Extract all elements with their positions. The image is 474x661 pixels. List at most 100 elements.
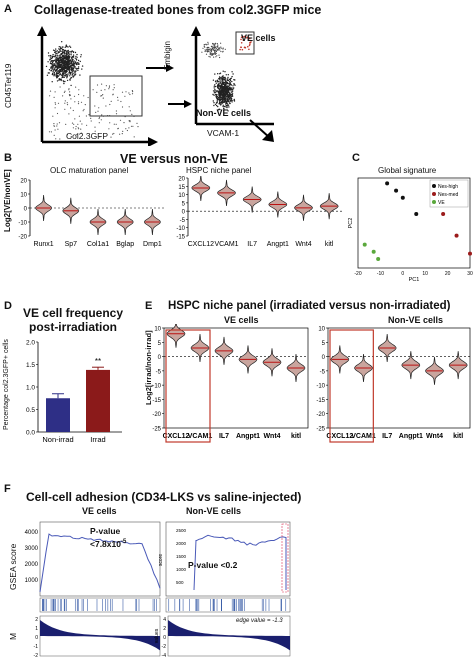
left-pvalue-exp: -5: [120, 539, 127, 545]
f-left-frame: [39, 521, 161, 597]
b-left-tick-label: 0: [24, 207, 28, 213]
b-right-tick-label: 5: [182, 201, 186, 207]
e-left-category: VCAM1: [188, 433, 213, 440]
e-right-tick-label: -5: [320, 369, 326, 375]
e-right-tick-label: 10: [318, 327, 325, 333]
e-left-category: Angpt1: [236, 433, 260, 440]
d-tick-label: 2.0: [26, 340, 35, 347]
edge-value-label: edge value = -1.3: [236, 618, 283, 624]
f-left-bottom-tick-label: 1: [35, 626, 38, 632]
e-right-violin: [425, 356, 444, 385]
e-left-violin: [190, 333, 210, 363]
panel-e-title: HSPC niche panel (irradiated versus non-…: [168, 300, 451, 312]
c-point: [414, 212, 419, 216]
c-legend-marker: [432, 184, 436, 188]
f-right-bottom-tick-label: -2: [162, 644, 167, 650]
plot2-ylabel: Embigin: [163, 41, 172, 70]
b-right-tick-label: 0: [182, 210, 186, 216]
e-left-category: kitl: [291, 433, 301, 440]
f-right-bottom-tick-label: 4: [163, 617, 166, 623]
c-point: [394, 188, 399, 193]
b-right-tick-label: -10: [176, 226, 185, 232]
b-right-violin: [191, 176, 211, 201]
flow-dots-2: [201, 35, 252, 112]
flow-plots: [37, 26, 274, 147]
e-right-violin: [354, 353, 373, 383]
panel-c-label: C: [352, 152, 360, 164]
f-left-tick-label: 4000: [25, 530, 39, 536]
f-right-bottom-metric-area: [168, 618, 290, 651]
c-point: [441, 212, 446, 216]
b-right-tick-label: -15: [176, 235, 185, 241]
d-significance: **: [95, 357, 101, 366]
b-left-category: Dmp1: [143, 241, 162, 248]
plot1-xlabel: Col2.3GFP: [66, 131, 109, 141]
d-bar: [46, 398, 70, 432]
c-legend: Nes-high Nes-med VE: [429, 179, 469, 208]
c-ylabel: PC2: [348, 218, 354, 229]
c-point: [376, 257, 381, 261]
c-legend-marker: [432, 200, 436, 204]
e-left-category: IL7: [219, 433, 229, 440]
b-right-violin: [268, 191, 288, 218]
c-point: [454, 233, 459, 238]
panel-e-label: E: [145, 300, 153, 312]
panel-b-left-sub: OLC maturation panel: [50, 166, 129, 175]
panel-d-bars: 2.0 1.5 1.0 0.5 0.0 Non-irrad Irrad **: [26, 340, 122, 444]
flow-plot-1: [37, 26, 158, 147]
d-tick-label: 0.0: [26, 430, 35, 437]
e-right-violin: [330, 345, 350, 374]
e-right-highlight-box: [329, 329, 374, 443]
panel-d-title-line1: VE cell frequency: [22, 306, 124, 320]
c-legend-label: Nes-med: [438, 192, 459, 198]
f-right-bottom-tick-label: 2: [163, 626, 166, 632]
f-left-es-curve: [39, 533, 161, 593]
e-right-category: CXCL12: [326, 433, 353, 440]
flow-plot-2: [191, 26, 274, 126]
f-left-bottom-metric-area: [40, 618, 160, 651]
arrow-icon: [166, 64, 174, 72]
f-left-bottom-tick-label: 0: [35, 635, 38, 641]
b-right-category: VCAM1: [214, 241, 238, 248]
right-pvalue: P-value <0.2: [188, 560, 238, 570]
b-left-violin: [116, 208, 134, 236]
b-right-tick-label: 15: [178, 185, 185, 191]
panel-f-gsea: 4000 3000 2000 1000 score 2500 2000 1500 1000 500…: [25, 521, 291, 659]
e-right-category: Angpt1: [399, 433, 423, 440]
c-xtick-label: 10: [422, 271, 428, 277]
d-tick-label: 1.0: [26, 385, 35, 392]
arrow-icon-2: [184, 100, 192, 108]
b-right-tick-label: 10: [178, 193, 185, 199]
e-right-category: Wnt4: [426, 433, 443, 440]
panel-d-title-line2: post-irradiation: [28, 320, 117, 334]
panel-f-left-sub: VE cells: [82, 506, 117, 516]
c-xtick-label: 0: [401, 271, 404, 277]
c-xtick-label: 20: [445, 271, 451, 277]
gate-ve-label: VE cells: [241, 33, 276, 43]
e-left-tick-label: -5: [156, 369, 162, 375]
e-right-violin: [448, 351, 468, 380]
c-legend-box: [429, 179, 469, 208]
panel-c-title: Global signature: [378, 166, 437, 175]
panel-b-right-sub: HSPC niche panel: [186, 166, 252, 175]
e-right-tick-label: 5: [322, 341, 326, 347]
b-right-tick-label: 20: [178, 177, 185, 183]
flow-dots-1: [45, 41, 139, 140]
e-right-tick-label: 0: [322, 355, 326, 361]
e-right-tick-label: -15: [316, 398, 325, 404]
b-left-tick-label: 10: [20, 193, 27, 199]
b-right-violin: [217, 179, 236, 206]
b-left-violin: [144, 208, 161, 236]
arrow-out-icon: [248, 118, 278, 149]
e-right-violin: [377, 333, 397, 363]
gate-nonve-label: Non-VE cells: [196, 108, 252, 118]
f-left-bottom-tick-label: -1: [34, 644, 39, 650]
b-right-tick-label: -5: [180, 218, 186, 224]
c-legend-label: VE: [438, 200, 445, 206]
panel-b-violins: 20 10 0 -10 -20 Runx1 Sp7 Col1a1 Bglap Dmp1 20 15 10…: [18, 176, 342, 248]
f-right-tick-label: 2500: [176, 528, 187, 533]
panel-a-label: A: [4, 3, 12, 15]
b-left-category: Runx1: [33, 241, 53, 248]
e-left-frame: [163, 327, 309, 429]
f-left-hits: [39, 597, 161, 613]
